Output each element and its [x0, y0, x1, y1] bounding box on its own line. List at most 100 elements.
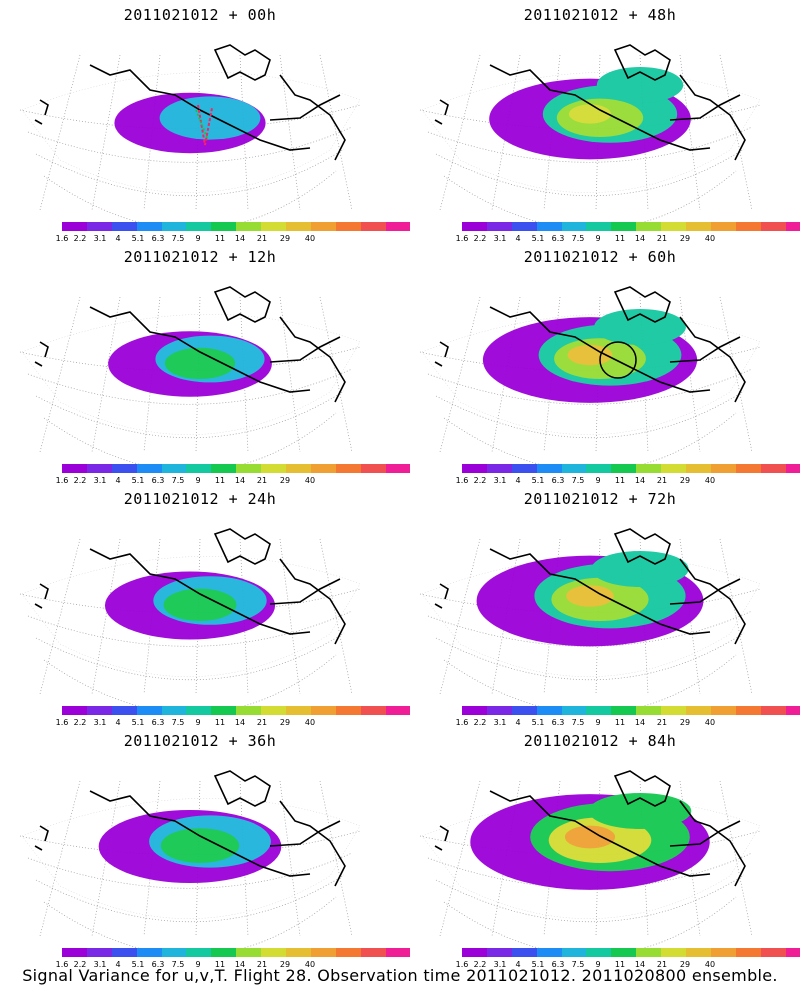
colorbar-tick-label: 2.2 — [473, 960, 487, 969]
colorbar-swatch — [760, 948, 786, 957]
colorbar-tick-label: 11 — [614, 234, 626, 243]
colorbar-swatch — [286, 464, 311, 473]
coastline — [34, 528, 346, 645]
colorbar-swatch — [561, 222, 587, 231]
colorbar-tick-label: 14 — [634, 718, 646, 727]
coastline — [434, 286, 746, 403]
coastline — [34, 286, 346, 403]
colorbar-labels: 1.6 2.2 3.1 4 5.1 6.3 7.5 9 11 14 21 29 40 — [450, 960, 770, 970]
colorbar-swatch — [161, 222, 187, 231]
colorbar-swatch — [186, 706, 212, 715]
variance-field — [104, 571, 276, 640]
colorbar-tick-label: 2.2 — [73, 476, 87, 485]
coastline — [434, 44, 746, 161]
colorbar-tick-label: 1.6 — [455, 718, 469, 727]
colorbar-swatch — [462, 706, 487, 715]
colorbar-tick-label: 6.3 — [551, 960, 565, 969]
colorbar-tick-label: 5.1 — [131, 234, 145, 243]
colorbar-labels: 1.6 2.2 3.1 4 5.1 6.3 7.5 9 11 14 21 29 40 — [50, 718, 370, 728]
colorbar-swatch — [735, 706, 761, 715]
colorbar — [62, 948, 411, 957]
colorbar-swatch — [335, 706, 361, 715]
colorbar-tick-label: 11 — [614, 476, 626, 485]
colorbar-swatch — [611, 706, 637, 715]
colorbar-swatch — [236, 706, 262, 715]
colorbar-swatch — [211, 222, 237, 231]
variance-field — [470, 793, 710, 890]
colorbar-labels: 1.6 2.2 3.1 4 5.1 6.3 7.5 9 11 14 21 29 40 — [50, 960, 370, 970]
colorbar-tick-label: 7.5 — [571, 718, 585, 727]
colorbar-swatch — [86, 464, 112, 473]
colorbar-tick-label: 7.5 — [571, 234, 585, 243]
variance-field — [98, 809, 282, 884]
colorbar-swatch — [236, 222, 262, 231]
colorbar-tick-label: 7.5 — [171, 960, 185, 969]
colorbar-tick-label: 3.1 — [93, 960, 107, 969]
colorbar-tick-label: 21 — [256, 476, 268, 485]
colorbar-tick-label: 2.2 — [473, 718, 487, 727]
colorbar-tick-label: 6.3 — [151, 234, 165, 243]
colorbar-tick-label: 6.3 — [151, 960, 165, 969]
colorbar-tick-label: 21 — [656, 476, 668, 485]
colorbar-swatch — [261, 948, 287, 957]
colorbar-swatch — [586, 222, 612, 231]
colorbar — [462, 464, 800, 473]
colorbar-swatch — [536, 706, 562, 715]
colorbar-swatch — [111, 222, 137, 231]
colorbar-swatch — [310, 948, 336, 957]
colorbar-tick-label: 4 — [515, 718, 521, 727]
variance-field — [476, 551, 704, 647]
colorbar-tick-label: 14 — [234, 476, 246, 485]
colorbar-tick-label: 29 — [679, 960, 691, 969]
variance-field — [108, 331, 272, 397]
colorbar-swatch — [710, 948, 736, 957]
colorbar-tick-label: 6.3 — [551, 234, 565, 243]
map-frame — [419, 770, 761, 956]
colorbar-tick-label: 11 — [214, 234, 226, 243]
panel-title: 2011021012 + 48h — [523, 6, 677, 24]
colorbar — [462, 222, 800, 231]
colorbar-tick-label: 14 — [634, 960, 646, 969]
colorbar-tick-label: 29 — [279, 476, 291, 485]
colorbar-swatch — [536, 948, 562, 957]
colorbar-swatch — [686, 706, 711, 715]
map-panel: 2011021012 + 60h 1.6 2.2 3.1 4 5.1 6.3 7.5 9 11 14… — [400, 242, 800, 485]
colorbar-swatch — [611, 948, 637, 957]
colorbar-swatch — [636, 948, 662, 957]
colorbar-tick-label: 5.1 — [531, 960, 545, 969]
panel-title: 2011021012 + 84h — [523, 732, 677, 750]
colorbar-tick-label: 7.5 — [571, 476, 585, 485]
colorbar-tick-label: 29 — [679, 476, 691, 485]
colorbar-tick-label: 2.2 — [473, 234, 487, 243]
colorbar-tick-label: 3.1 — [493, 960, 507, 969]
colorbar-swatch — [710, 464, 736, 473]
colorbar-swatch — [310, 706, 336, 715]
colorbar-tick-label: 21 — [256, 718, 268, 727]
colorbar-swatch — [111, 706, 137, 715]
colorbar-tick-label: 21 — [656, 960, 668, 969]
colorbar-swatch — [62, 706, 87, 715]
colorbar-tick-label: 40 — [704, 234, 716, 243]
colorbar-swatch — [636, 706, 662, 715]
colorbar-swatch — [86, 222, 112, 231]
colorbar-tick-label: 4 — [115, 718, 121, 727]
colorbar-tick-label: 11 — [614, 718, 626, 727]
colorbar-swatch — [236, 948, 262, 957]
colorbar-tick-label: 14 — [634, 234, 646, 243]
colorbar-swatch — [136, 948, 162, 957]
colorbar-swatch — [261, 464, 287, 473]
colorbar-tick-label: 5.1 — [531, 718, 545, 727]
colorbar-swatch — [785, 706, 800, 715]
colorbar-swatch — [760, 706, 786, 715]
colorbar-swatch — [735, 464, 761, 473]
colorbar-swatch — [735, 222, 761, 231]
colorbar-swatch — [385, 948, 411, 957]
colorbar-swatch — [735, 948, 761, 957]
colorbar-swatch — [636, 222, 662, 231]
colorbar-swatch — [62, 464, 87, 473]
colorbar-swatch — [86, 948, 112, 957]
colorbar — [462, 706, 800, 715]
colorbar-swatch — [561, 948, 587, 957]
colorbar-tick-label: 9 — [595, 476, 601, 485]
colorbar-swatch — [86, 706, 112, 715]
